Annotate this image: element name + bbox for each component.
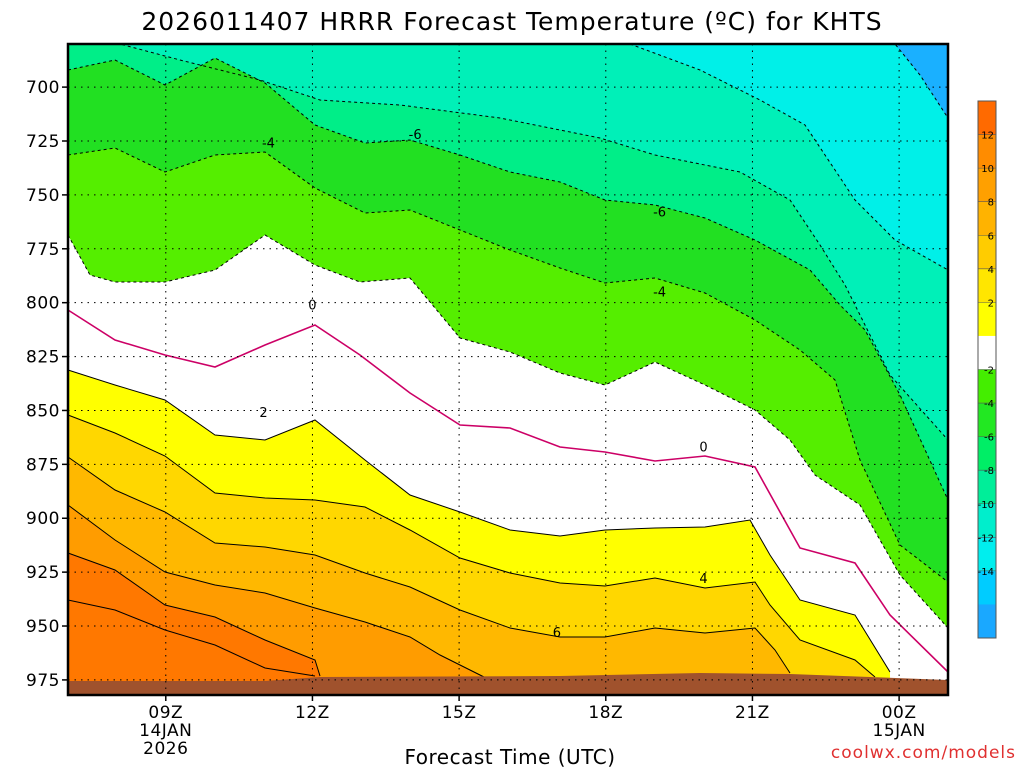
contour-label: -4: [262, 137, 275, 152]
y-axis: 700 725 750 775 800 825 850 875 900 925 950 975: [26, 78, 68, 691]
contour-line-m14: [860, 43, 949, 119]
band-p10-p12: [68, 553, 320, 695]
colorbar-swatch: [978, 302, 996, 337]
chart-title: 2026011407 HRRR Forecast Temperature (ºC…: [141, 7, 882, 36]
x-tick-label: 12Z: [295, 703, 330, 723]
y-tick-label: 875: [26, 455, 60, 475]
y-tick-label: 775: [26, 240, 60, 260]
contour-label: 0: [699, 441, 707, 456]
contour-line-p4: [67, 414, 876, 678]
colorbar-swatch: [978, 335, 996, 370]
contour-line-p12: [67, 599, 316, 677]
colorbar-swatch: [978, 201, 996, 236]
contour-lines: [67, 43, 949, 681]
colorbar-swatch: [978, 235, 996, 270]
colorbar-swatch: [978, 168, 996, 203]
colorbar-swatch: [978, 570, 996, 605]
colorbar-label: -4: [984, 399, 994, 410]
colorbar-label: 8: [988, 198, 994, 209]
colorbar-swatch: [978, 134, 996, 169]
contour-line-m4: [67, 234, 949, 629]
plot-frame: [66, 42, 950, 697]
contour-line-p2: [67, 369, 891, 673]
x-tick-sublabel: 15JAN: [873, 721, 926, 741]
y-tick-label: 950: [26, 617, 60, 637]
colorbar-label: -10: [978, 500, 994, 511]
contour-line-m6: [67, 147, 949, 583]
credit-text: coolwx.com/models: [831, 743, 1016, 763]
contour-label: 0: [308, 298, 316, 313]
colorbar-swatch: [978, 369, 996, 404]
contour-label: 4: [699, 572, 707, 587]
colorbar-label: 2: [988, 298, 994, 309]
x-tick-label: 21Z: [735, 703, 770, 723]
colorbar-label: 10: [981, 164, 994, 175]
y-tick-label: 850: [26, 401, 60, 421]
colorbar-label: 4: [988, 265, 994, 276]
y-tick-label: 750: [26, 186, 60, 206]
colorbar-label: -6: [984, 433, 994, 444]
contour-label: 6: [553, 626, 561, 641]
colorbar-label: 6: [988, 231, 994, 242]
ground-surface: [68, 673, 948, 695]
y-tick-label: 800: [26, 294, 60, 314]
colorbar-label: -2: [984, 366, 994, 377]
y-tick-label: 725: [26, 132, 60, 152]
contour-label: -6: [409, 128, 422, 143]
contour-line-p10: [67, 552, 321, 677]
colorbar-swatch: [978, 403, 996, 438]
y-tick-label: 900: [26, 509, 60, 529]
contour-line-m8: [67, 57, 949, 501]
contour-line-m12: [629, 43, 949, 271]
colorbar-swatch: [978, 268, 996, 303]
y-tick-label: 825: [26, 348, 60, 368]
colorbar-swatch: [978, 503, 996, 538]
grid-lines: [68, 44, 948, 695]
contour-label: -6: [653, 206, 666, 221]
y-tick-label: 925: [26, 563, 60, 583]
x-tick-label: 18Z: [588, 703, 623, 723]
x-tick-sublabel: 2026: [143, 739, 188, 759]
contour-labels: -4 -6 -6 -4 0 0 2 4 6: [259, 128, 707, 641]
contour-label: 2: [259, 406, 267, 421]
x-tick-label: 09Z: [148, 703, 183, 723]
x-tick-sublabel: 14JAN: [139, 721, 192, 741]
colorbar-swatch: [978, 604, 996, 639]
y-tick-label: 700: [26, 78, 60, 98]
contour-line-zero: [67, 309, 949, 673]
colorbar: 12 10 8 6 4 2 -2 -4 -6 -8 -10 -12 -14: [977, 100, 997, 639]
colorbar-swatch: [978, 101, 996, 136]
contour-line-p8: [67, 504, 491, 681]
colorbar-swatch: [978, 436, 996, 471]
colorbar-label: -14: [978, 567, 994, 578]
plot-area: -4 -6 -6 -4 0 0 2 4 6: [66, 42, 950, 697]
y-tick-label: 975: [26, 671, 60, 691]
x-tick-label: 15Z: [442, 703, 477, 723]
contour-line-m10: [68, 43, 949, 441]
colorbar-label: 12: [981, 131, 994, 142]
contour-line-p6: [67, 456, 791, 674]
contour-label: -4: [653, 285, 666, 300]
colorbar-swatch: [978, 470, 996, 505]
colorbar-swatch: [978, 537, 996, 572]
colorbar-label: -8: [984, 466, 994, 477]
band-cold-top: [860, 44, 948, 118]
x-axis-label: Forecast Time (UTC): [404, 745, 615, 768]
colorbar-label: -12: [978, 533, 994, 544]
x-tick-label: 00Z: [882, 703, 917, 723]
